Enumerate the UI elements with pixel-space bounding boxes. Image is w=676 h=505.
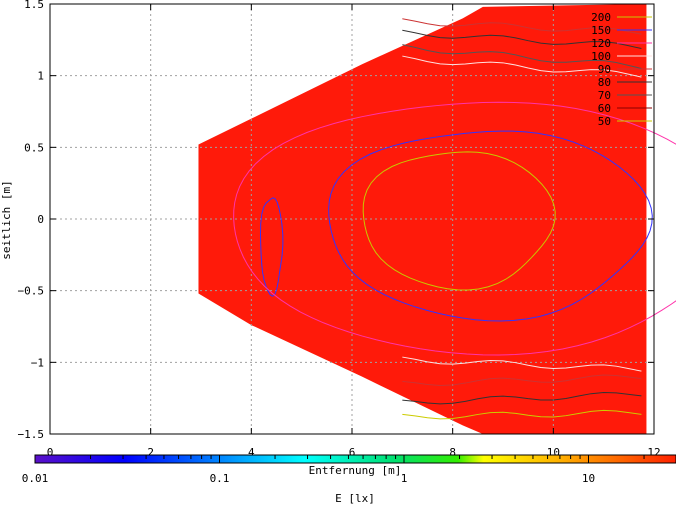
- contour-100: [402, 55, 642, 78]
- y-tick-label: −1: [31, 356, 44, 369]
- contour-150-spot: [259, 197, 284, 297]
- legend-label-100: 100: [591, 50, 611, 63]
- x-tick-label: 8: [449, 446, 456, 459]
- contour-lines: [233, 18, 676, 420]
- contour-90: [402, 18, 642, 35]
- x-tick-label: 4: [248, 446, 255, 459]
- y-tick-label: 0: [37, 213, 44, 226]
- legend-label-70: 70: [598, 89, 611, 102]
- y-tick-label: 1: [37, 70, 44, 83]
- colorbar-tick-label: 1: [401, 472, 408, 485]
- colorbar-tick-label: 0.01: [22, 472, 49, 485]
- contour-80: [402, 29, 642, 50]
- contour-150: [328, 130, 653, 322]
- illuminated-area: [198, 4, 647, 434]
- legend-label-200: 200: [591, 11, 611, 24]
- contour-120: [233, 101, 676, 356]
- colorbar: 0.01 0.1 1 10: [22, 454, 676, 485]
- x-axis-label: Entfernung [m]: [309, 464, 402, 477]
- axis-ticks: 0 2 4 6 8 10 121.510.50−0.5−1−1.5: [18, 0, 661, 459]
- grid: [50, 4, 654, 434]
- x-tick-label: 6: [349, 446, 356, 459]
- colorbar-tick-label: 0.1: [210, 472, 230, 485]
- y-tick-label: 0.5: [24, 141, 44, 154]
- legend-label-80: 80: [598, 76, 611, 89]
- contour-80-lower: [402, 392, 642, 405]
- legend-label-120: 120: [591, 37, 611, 50]
- y-axis-label: seitlich [m]: [0, 180, 13, 259]
- contour-100-lower: [402, 356, 642, 372]
- heat-field: [198, 4, 647, 434]
- contour-90-lower: [402, 374, 642, 386]
- legend-label-150: 150: [591, 24, 611, 37]
- colorbar-tick-label: 10: [582, 472, 595, 485]
- legend-label-90: 90: [598, 63, 611, 76]
- y-tick-label: −0.5: [18, 285, 45, 298]
- contour-70: [402, 44, 642, 69]
- legend-label-50: 50: [598, 115, 611, 128]
- x-tick-label: 2: [147, 446, 154, 459]
- x-tick-label: 0: [47, 446, 54, 459]
- y-tick-label: 1.5: [24, 0, 44, 11]
- contour-50-lower: [402, 409, 642, 420]
- legend-label-60: 60: [598, 102, 611, 115]
- contour-200: [362, 151, 556, 291]
- y-tick-label: −1.5: [18, 428, 45, 441]
- colorbar-label: E [lx]: [335, 492, 375, 505]
